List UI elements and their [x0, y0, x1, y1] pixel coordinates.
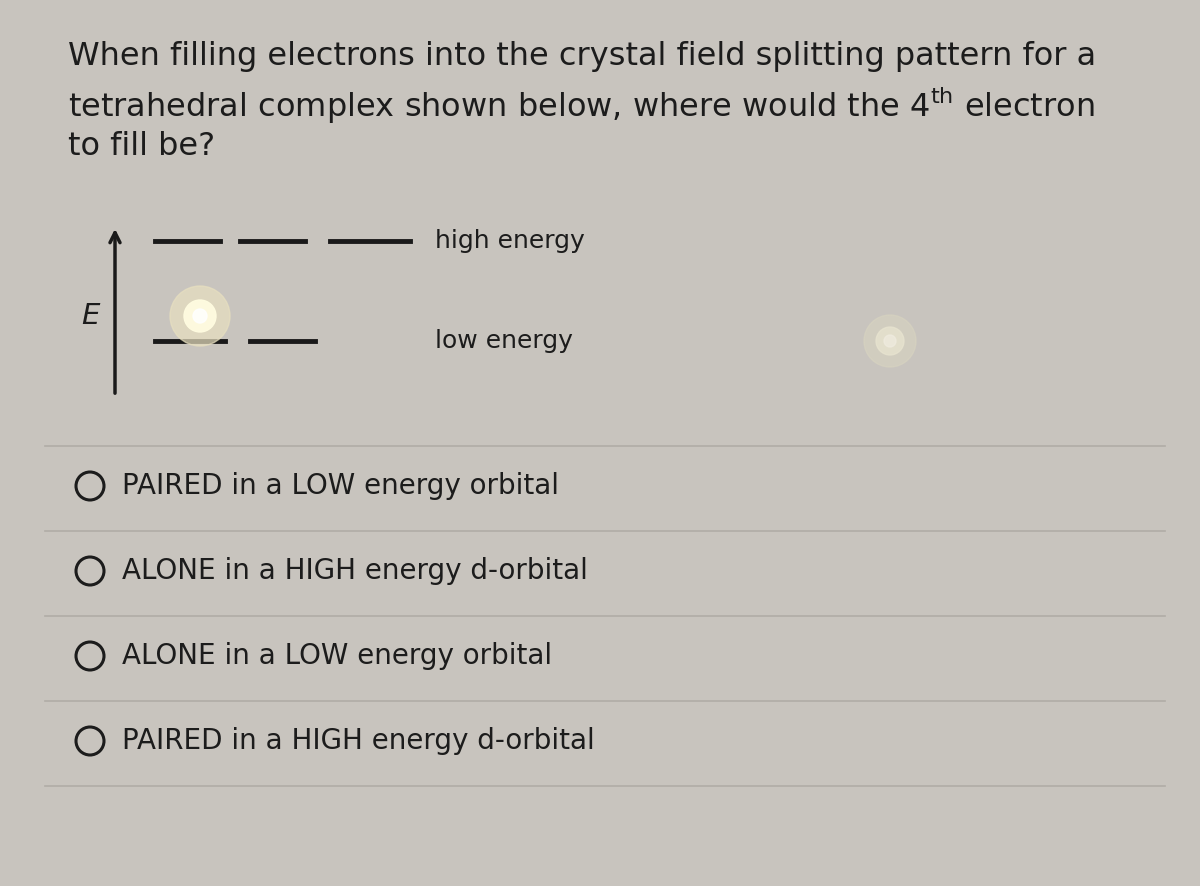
Text: ALONE in a HIGH energy d-orbital: ALONE in a HIGH energy d-orbital	[122, 557, 588, 585]
Text: high energy: high energy	[436, 229, 584, 253]
Text: PAIRED in a LOW energy orbital: PAIRED in a LOW energy orbital	[122, 472, 559, 500]
Text: When filling electrons into the crystal field splitting pattern for a: When filling electrons into the crystal …	[68, 41, 1096, 72]
Circle shape	[170, 286, 230, 346]
Text: PAIRED in a HIGH energy d-orbital: PAIRED in a HIGH energy d-orbital	[122, 727, 595, 755]
Circle shape	[193, 309, 208, 323]
Text: tetrahedral complex shown below, where would the 4$^{\mathregular{th}}$ electron: tetrahedral complex shown below, where w…	[68, 86, 1094, 127]
Circle shape	[876, 327, 904, 355]
Text: ALONE in a LOW energy orbital: ALONE in a LOW energy orbital	[122, 642, 552, 670]
Text: low energy: low energy	[436, 329, 572, 353]
Circle shape	[864, 315, 916, 367]
Text: to fill be?: to fill be?	[68, 131, 215, 162]
Circle shape	[884, 335, 896, 347]
Text: E: E	[80, 302, 100, 330]
Circle shape	[184, 300, 216, 332]
